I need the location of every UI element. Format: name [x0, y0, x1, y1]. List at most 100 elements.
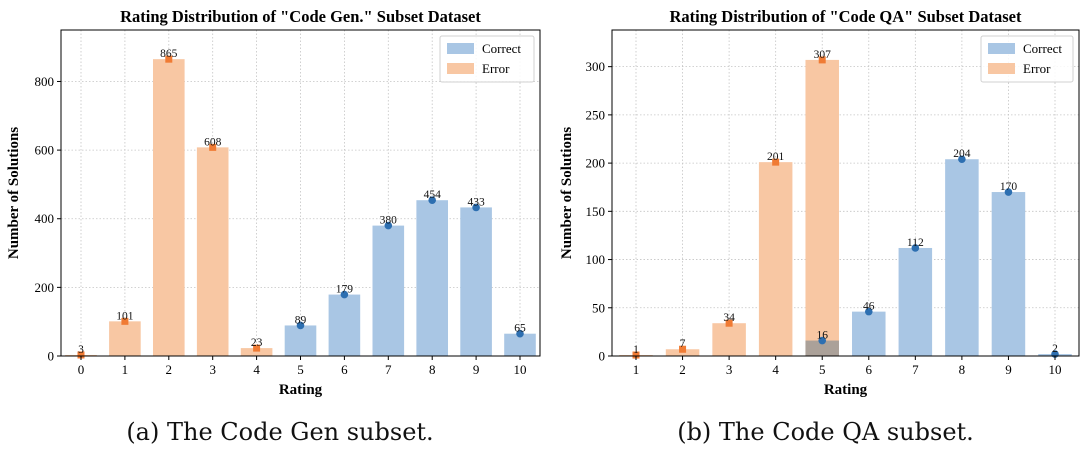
data-label-4: 23 — [251, 337, 263, 349]
data-label-5: 89 — [295, 314, 307, 326]
x-tick-label-6: 6 — [866, 362, 873, 377]
x-axis-title: Rating — [824, 382, 868, 398]
data-label-5: 307 — [814, 49, 832, 61]
legend-label-error: Error — [482, 61, 510, 76]
correct-marker-9 — [1004, 188, 1013, 196]
legend-label-correct: Correct — [1023, 41, 1062, 56]
correct-marker-5 — [296, 321, 305, 330]
x-tick-label-9: 9 — [1005, 362, 1012, 377]
y-tick-label-0: 0 — [599, 349, 606, 364]
x-tick-label-4: 4 — [253, 362, 260, 377]
y-tick-label-4: 800 — [35, 74, 55, 89]
error-marker-1 — [632, 351, 640, 359]
correct-marker-extra-0 — [818, 336, 827, 345]
correct-marker-7 — [384, 221, 393, 230]
y-tick-label-6: 300 — [586, 59, 606, 74]
data-label-3: 608 — [204, 136, 222, 148]
y-axis-title: Number of Solutions — [559, 127, 575, 259]
y-tick-label-5: 250 — [586, 107, 606, 122]
correct-bar-9 — [460, 207, 492, 356]
error-marker-3 — [209, 143, 217, 151]
x-tick-label-0: 0 — [78, 362, 85, 377]
error-marker-0 — [77, 351, 85, 359]
y-tick-label-4: 200 — [586, 156, 606, 171]
x-axis-title: Rating — [279, 382, 323, 398]
error-bar-3 — [712, 323, 746, 356]
correct-bar-6 — [328, 294, 361, 356]
correct-bar-5 — [805, 340, 839, 356]
correct-bar-8 — [945, 159, 979, 356]
data-label-4: 201 — [767, 151, 785, 163]
y-tick-label-3: 150 — [586, 204, 606, 219]
data-label-extra-0: 16 — [816, 330, 828, 342]
y-tick-label-2: 400 — [35, 211, 55, 226]
correct-bar-10 — [504, 333, 536, 356]
error-bar-5 — [805, 59, 839, 356]
data-label-6: 179 — [336, 284, 354, 296]
y-tick-label-1: 50 — [592, 300, 605, 315]
legend-swatch-correct — [988, 43, 1015, 54]
correct-bar-8 — [416, 200, 449, 356]
correct-bar-7 — [372, 225, 405, 356]
data-label-0: 3 — [78, 344, 84, 356]
x-tick-label-9: 9 — [473, 362, 480, 377]
x-tick-label-4: 4 — [772, 362, 779, 377]
x-tick-label-7: 7 — [912, 362, 919, 377]
error-marker-1 — [121, 317, 129, 325]
data-label-8: 204 — [953, 148, 971, 160]
x-tick-label-2: 2 — [166, 362, 173, 377]
x-tick-label-3: 3 — [209, 362, 216, 377]
x-tick-label-1: 1 — [122, 362, 129, 377]
y-tick-label-2: 100 — [586, 252, 606, 267]
legend: Correct Error — [980, 35, 1074, 83]
x-tick-label-8: 8 — [959, 362, 966, 377]
correct-marker-7 — [911, 244, 920, 252]
error-bar-1 — [109, 321, 141, 356]
error-bar-4 — [240, 348, 273, 356]
data-label-8: 454 — [424, 189, 442, 201]
y-tick-label-1: 200 — [35, 280, 55, 295]
data-label-7: 380 — [380, 215, 398, 227]
caption-code-qa: (b) The Code QA subset. — [677, 418, 974, 446]
x-tick-label-2: 2 — [679, 362, 686, 377]
data-label-2: 865 — [160, 48, 178, 60]
legend-label-error: Error — [1023, 61, 1051, 76]
error-marker-4 — [253, 344, 261, 352]
x-tick-label-10: 10 — [1049, 362, 1062, 377]
correct-marker-6 — [340, 290, 349, 299]
y-tick-label-0: 0 — [48, 349, 55, 364]
error-marker-4 — [772, 158, 780, 166]
x-tick-label-7: 7 — [385, 362, 392, 377]
data-label-9: 170 — [1000, 181, 1018, 193]
correct-marker-10 — [516, 329, 524, 338]
error-bar-2 — [152, 59, 185, 356]
chart-1: 3101865608238917938045443365020040060080… — [6, 7, 541, 398]
x-tick-label-8: 8 — [429, 362, 436, 377]
error-marker-5 — [818, 56, 826, 64]
chart-title: Rating Distribution of "Code QA" Subset … — [669, 7, 1022, 26]
chart-title: Rating Distribution of "Code Gen." Subse… — [120, 7, 481, 26]
error-bar-3 — [196, 147, 229, 356]
data-label-6: 46 — [863, 301, 875, 313]
data-label-3: 34 — [723, 312, 735, 324]
correct-marker-9 — [472, 203, 480, 212]
x-tick-label-6: 6 — [341, 362, 348, 377]
correct-bar-5 — [284, 325, 317, 356]
caption-code-gen: (a) The Code Gen subset. — [126, 418, 434, 446]
error-marker-3 — [725, 319, 733, 327]
legend-label-correct: Correct — [482, 41, 521, 56]
y-axis-title: Number of Solutions — [6, 127, 22, 259]
data-label-7: 112 — [907, 237, 924, 249]
data-label-2: 7 — [680, 338, 686, 350]
x-tick-label-5: 5 — [819, 362, 826, 377]
legend-swatch-error — [447, 63, 474, 74]
data-label-1: 101 — [116, 310, 134, 322]
data-label-9: 433 — [467, 196, 485, 208]
correct-marker-6 — [864, 307, 873, 316]
correct-marker-8 — [428, 196, 437, 205]
x-tick-label-3: 3 — [726, 362, 733, 377]
correct-bar-9 — [991, 192, 1026, 356]
correct-bar-6 — [852, 311, 886, 356]
x-tick-label-1: 1 — [633, 362, 640, 377]
x-tick-label-10: 10 — [514, 362, 527, 377]
